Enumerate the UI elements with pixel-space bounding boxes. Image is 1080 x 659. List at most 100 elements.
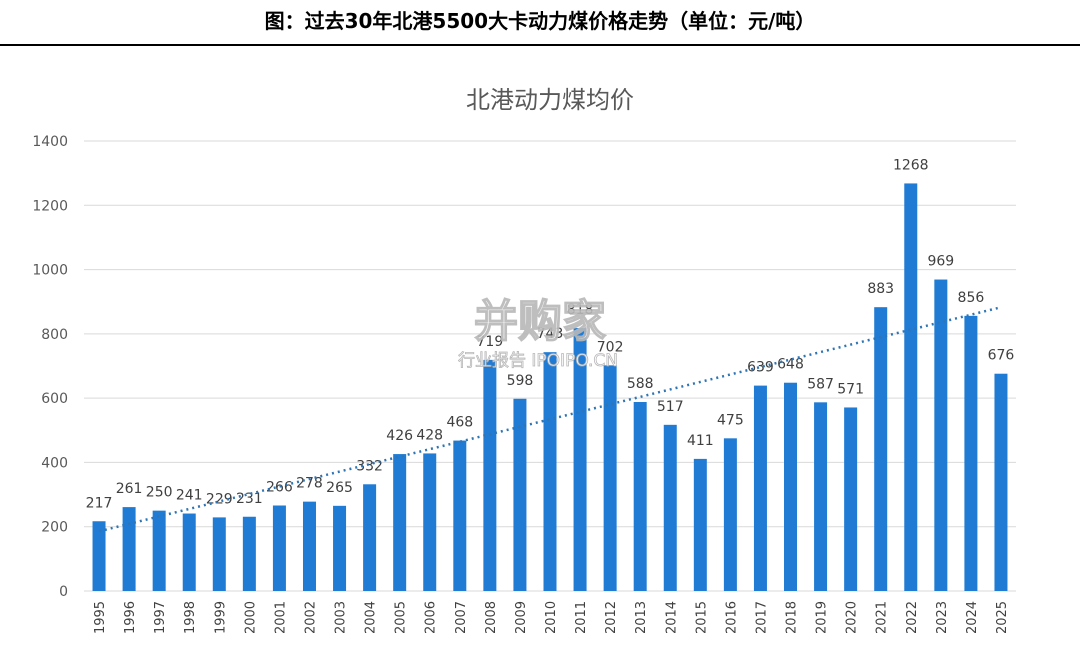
- x-tick-label: 2020: [845, 601, 860, 634]
- bar: [513, 398, 527, 591]
- x-tick-label: 1997: [153, 601, 168, 634]
- x-tick-label: 1998: [183, 601, 198, 634]
- bar: [663, 424, 677, 591]
- bar: [543, 352, 557, 591]
- data-label: 818: [567, 302, 594, 318]
- bar: [693, 458, 707, 591]
- data-label: 261: [116, 481, 143, 497]
- x-tick-label: 2015: [694, 601, 709, 634]
- x-tick-label: 2009: [514, 601, 529, 634]
- header-title: 图：过去30年北港5500大卡动力煤价格走势（单位：元/吨）: [264, 9, 816, 33]
- data-label: 266: [266, 480, 293, 496]
- watermark-subtext: 行业报告 IPOIPO.CN: [458, 351, 618, 371]
- bar: [302, 501, 316, 591]
- gridlines: [84, 140, 1016, 592]
- data-label: 648: [777, 357, 804, 373]
- data-label: 332: [356, 458, 383, 474]
- bar: [393, 454, 407, 591]
- x-tick-label: 2003: [334, 601, 349, 634]
- x-tick-label: 2016: [724, 601, 739, 634]
- x-tick-label: 2008: [484, 601, 499, 634]
- bar: [814, 402, 828, 591]
- bar: [453, 440, 467, 591]
- data-label: 598: [507, 373, 534, 389]
- x-tick-label: 1996: [123, 601, 138, 634]
- x-tick-label: 2023: [935, 601, 950, 634]
- x-tick-label: 2007: [454, 601, 469, 634]
- x-tick-label: 2006: [424, 601, 439, 634]
- y-tick-label: 800: [41, 327, 68, 343]
- data-label: 588: [627, 376, 654, 392]
- bar: [423, 453, 437, 591]
- bar: [633, 402, 647, 591]
- data-label: 428: [416, 427, 443, 443]
- x-tick-label: 2000: [243, 601, 258, 634]
- bar: [333, 505, 347, 591]
- x-tick-label: 2001: [273, 601, 288, 634]
- y-tick-label: 1200: [32, 198, 68, 214]
- bar: [122, 507, 136, 591]
- x-tick-label: 2022: [905, 601, 920, 634]
- watermark: 并购家 行业报告 IPOIPO.CN: [458, 295, 619, 371]
- bar: [182, 513, 196, 591]
- bar: [994, 373, 1008, 591]
- x-tick-label: 2010: [544, 601, 559, 634]
- bar: [934, 279, 948, 591]
- y-tick-label: 600: [41, 391, 68, 407]
- bar: [603, 365, 617, 591]
- bar: [874, 307, 888, 591]
- x-tick-label: 2017: [754, 601, 769, 634]
- x-axis: 1995 1996 1997 1998 1999 2000 2001 2002 2003 2004…: [93, 601, 1010, 634]
- data-label: 250: [146, 485, 173, 501]
- bar: [573, 328, 587, 591]
- y-tick-label: 200: [41, 520, 68, 536]
- data-label: 468: [446, 415, 473, 431]
- watermark-logo-text: 并购家: [474, 296, 606, 347]
- data-label: 411: [687, 433, 714, 449]
- data-label: 241: [176, 488, 203, 504]
- data-label: 231: [236, 491, 263, 507]
- bar: [363, 484, 377, 591]
- bar: [242, 516, 256, 591]
- bar: [784, 382, 798, 591]
- data-label: 719: [477, 334, 504, 350]
- y-tick-label: 1000: [32, 263, 68, 279]
- data-label: 475: [717, 412, 744, 428]
- data-label: 1268: [893, 157, 929, 173]
- bar: [904, 183, 918, 591]
- x-tick-label: 2018: [785, 601, 800, 634]
- bar: [483, 359, 497, 591]
- bar: [723, 438, 737, 591]
- data-label: 639: [747, 360, 774, 376]
- x-tick-label: 2025: [995, 601, 1010, 634]
- x-tick-label: 2011: [574, 601, 589, 634]
- data-label: 229: [206, 491, 233, 507]
- x-tick-label: 2014: [664, 601, 679, 634]
- bar: [272, 505, 286, 591]
- bar: [212, 517, 226, 591]
- data-label: 517: [657, 399, 684, 415]
- x-tick-label: 2002: [303, 601, 318, 634]
- bar: [753, 385, 767, 591]
- header-divider: [0, 44, 1080, 46]
- data-label: 426: [386, 428, 413, 444]
- x-tick-label: 1999: [213, 601, 228, 634]
- data-label: 217: [86, 495, 113, 511]
- data-label: 265: [326, 480, 353, 496]
- chart-title: 北港动力煤均价: [466, 86, 634, 114]
- y-tick-label: 1400: [32, 134, 68, 150]
- data-label: 969: [927, 254, 954, 270]
- data-label: 743: [537, 326, 564, 342]
- bars: [92, 183, 1008, 591]
- bar: [92, 521, 106, 591]
- x-tick-label: 2019: [815, 601, 830, 634]
- x-tick-label: 2024: [965, 601, 980, 634]
- x-tick-label: 2004: [364, 601, 379, 634]
- data-label: 856: [958, 290, 985, 306]
- data-label: 702: [597, 339, 624, 355]
- y-axis: 0 200 400 600 800 1000 1200 1400: [32, 134, 68, 600]
- data-label: 676: [988, 348, 1015, 364]
- x-tick-label: 2005: [394, 601, 409, 634]
